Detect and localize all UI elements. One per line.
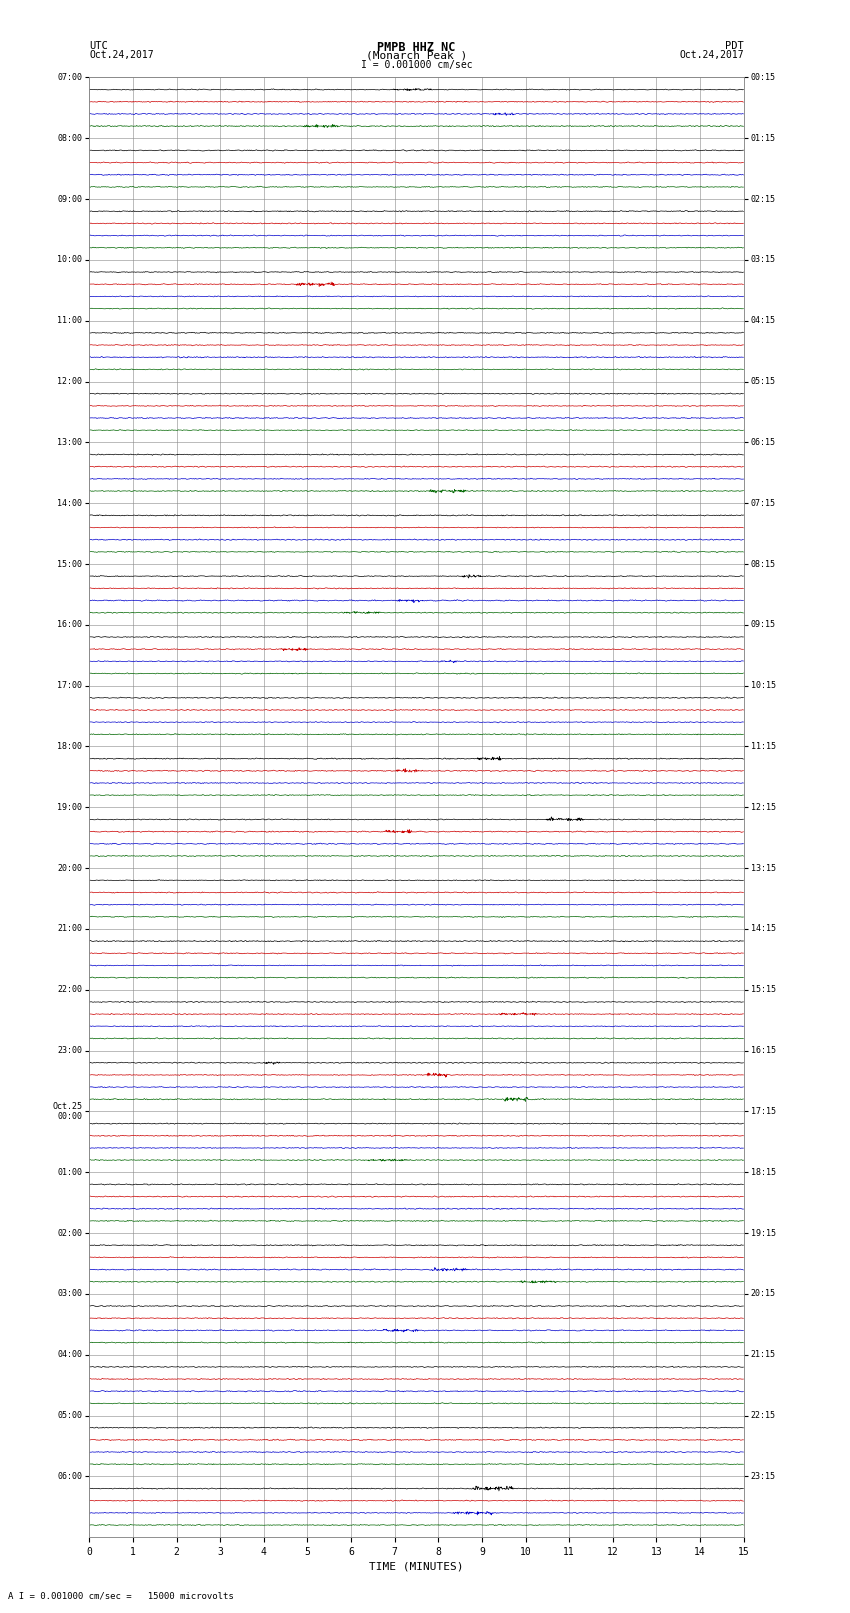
Text: Oct.24,2017: Oct.24,2017 xyxy=(679,50,744,60)
Text: Oct.24,2017: Oct.24,2017 xyxy=(89,50,154,60)
Text: UTC: UTC xyxy=(89,40,108,52)
Text: PDT: PDT xyxy=(725,40,744,52)
Text: (Monarch Peak ): (Monarch Peak ) xyxy=(366,50,468,61)
Text: PMPB HHZ NC: PMPB HHZ NC xyxy=(377,40,456,55)
X-axis label: TIME (MINUTES): TIME (MINUTES) xyxy=(369,1561,464,1571)
Text: I = 0.001000 cm/sec: I = 0.001000 cm/sec xyxy=(360,60,473,69)
Text: A I = 0.001000 cm/sec =   15000 microvolts: A I = 0.001000 cm/sec = 15000 microvolts xyxy=(8,1590,235,1600)
